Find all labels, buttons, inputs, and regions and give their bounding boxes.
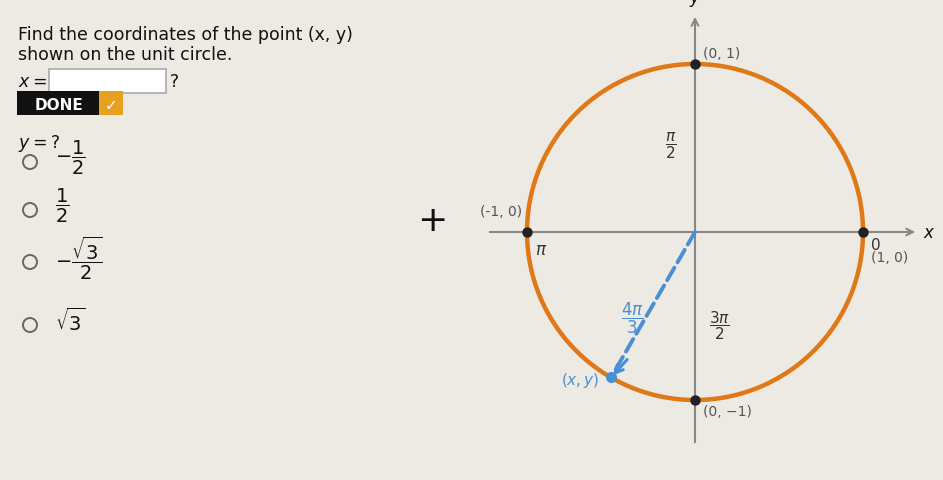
Text: Find the coordinates of the point (x, y): Find the coordinates of the point (x, y) [18, 26, 353, 44]
Text: (0, −1): (0, −1) [703, 404, 752, 418]
Text: (-1, 0): (-1, 0) [480, 204, 522, 218]
Text: shown on the unit circle.: shown on the unit circle. [18, 46, 232, 64]
Text: $\dfrac{3\pi}{2}$: $\dfrac{3\pi}{2}$ [709, 308, 730, 341]
Text: $\dfrac{4\pi}{3}$: $\dfrac{4\pi}{3}$ [621, 300, 644, 336]
Text: (0, 1): (0, 1) [703, 47, 740, 61]
Text: $y = ?$: $y = ?$ [18, 133, 60, 154]
Text: $y$: $y$ [688, 0, 702, 9]
FancyBboxPatch shape [49, 70, 166, 94]
Text: (1, 0): (1, 0) [871, 251, 908, 264]
FancyBboxPatch shape [17, 92, 101, 116]
Text: ✓: ✓ [105, 98, 117, 113]
Text: $\pi$: $\pi$ [535, 240, 547, 258]
Text: $-\dfrac{1}{2}$: $-\dfrac{1}{2}$ [55, 139, 86, 177]
Text: $(x, y)$: $(x, y)$ [560, 370, 599, 389]
Text: ?: ? [170, 73, 179, 91]
Text: $\dfrac{\pi}{2}$: $\dfrac{\pi}{2}$ [666, 131, 677, 160]
Text: DONE: DONE [35, 98, 83, 113]
Text: $\dfrac{1}{2}$: $\dfrac{1}{2}$ [55, 187, 70, 225]
Text: $x$: $x$ [923, 224, 935, 241]
Text: $\sqrt{3}$: $\sqrt{3}$ [55, 307, 86, 334]
Text: $x =$: $x =$ [18, 73, 47, 91]
Text: $-\dfrac{\sqrt{3}}{2}$: $-\dfrac{\sqrt{3}}{2}$ [55, 234, 102, 281]
FancyBboxPatch shape [99, 92, 123, 116]
Text: 0: 0 [871, 238, 881, 252]
Text: +: + [417, 204, 447, 238]
